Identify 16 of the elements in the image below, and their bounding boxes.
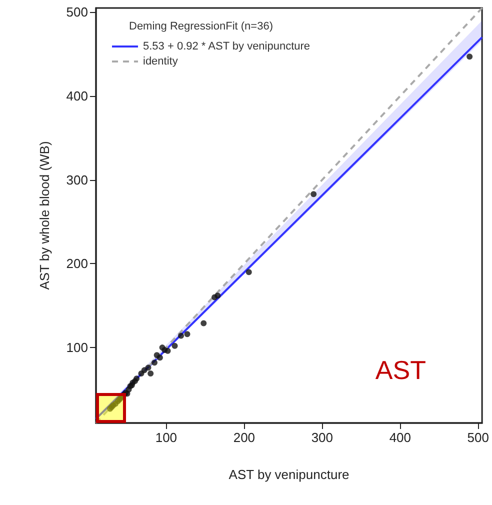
y-tick-label: 300 [66,172,88,188]
x-tick-label: 400 [389,430,412,445]
annotation: AST [375,355,426,385]
x-tick-label: 500 [467,430,490,445]
legend-label: identity [143,56,178,68]
legend-label: 5.53 + 0.92 * AST by venipuncture [143,40,310,52]
y-tick-label: 200 [66,256,88,272]
x-tick-label: 200 [233,430,256,445]
y-axis-title: AST by whole blood (WB) [37,141,52,290]
legend-title: Deming RegressionFit (n=36) [129,20,273,32]
y-tick-label: 500 [66,4,88,20]
y-tick-label: 400 [66,88,88,104]
x-tick-label: 300 [311,430,334,445]
x-axis-title: AST by venipuncture [228,467,350,482]
x-tick-label: 100 [155,430,178,445]
y-tick-label: 100 [66,340,88,356]
